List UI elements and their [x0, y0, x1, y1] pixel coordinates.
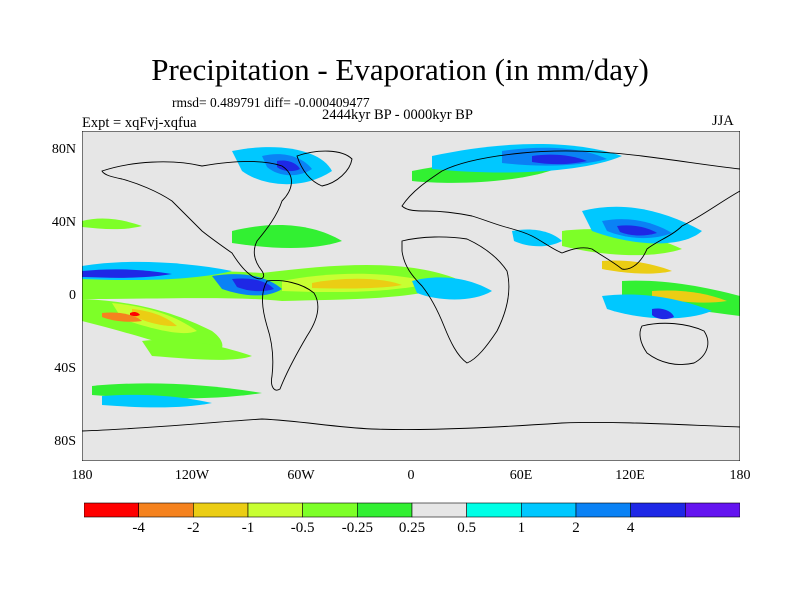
colorbar-label: -1 [241, 520, 255, 536]
anomaly-patch [132, 309, 177, 327]
lon-label: 180 [729, 468, 751, 483]
colorbar-swatch [466, 502, 522, 518]
anomaly-patch [652, 308, 674, 320]
experiment-label: Expt = xqFvj-xqfua [82, 115, 197, 131]
colorbar-swatch [302, 502, 358, 518]
anomaly-patch [102, 312, 142, 322]
colorbar-swatch [575, 502, 631, 518]
season-label: JJA [712, 113, 734, 129]
map-title: Precipitation - Evaporation (in mm/day) [151, 52, 649, 87]
anomaly-patch [602, 294, 712, 319]
colorbar [84, 502, 740, 518]
precip-evap-map [82, 131, 740, 461]
coastline-north-america [101, 161, 292, 280]
anomaly-patch [102, 394, 212, 408]
colorbar-swatch [247, 502, 303, 518]
colorbar-label: -2 [187, 520, 200, 536]
lat-label: 0 [69, 288, 76, 303]
lon-label: 180 [71, 468, 93, 483]
coastline-greenland [296, 150, 353, 187]
lon-label: 60W [287, 468, 315, 483]
lat-label: 80S [54, 434, 76, 449]
colorbar-label: 0.25 [398, 520, 426, 536]
anomaly-patch [82, 218, 142, 230]
colorbar-label: 1 [517, 520, 526, 536]
anomaly-patch [532, 154, 587, 165]
colorbar-swatch [357, 502, 413, 518]
anomaly-patch [277, 160, 300, 172]
lat-label: 40N [51, 215, 76, 230]
coastline-eurasia [401, 150, 740, 270]
colorbar-swatch [630, 502, 686, 518]
lat-label: 80N [51, 142, 76, 157]
lon-label: 120W [174, 468, 210, 483]
period-label: 2444kyr BP - 0000kyr BP [322, 107, 473, 123]
colorbar-swatch [84, 502, 139, 518]
coastlines [82, 150, 740, 432]
anomaly-patch [602, 260, 672, 274]
coastline-australia [639, 322, 709, 365]
stats-line: rmsd= 0.489791 diff= -0.000409477 [172, 95, 370, 110]
colorbar-label: -0.25 [341, 520, 373, 536]
colorbar-swatch [138, 502, 194, 518]
anomaly-patches [82, 143, 740, 408]
anomaly-patch [232, 225, 342, 248]
lat-label: 40S [54, 361, 76, 376]
anomaly-patch [512, 229, 562, 247]
anomaly-patch [92, 383, 262, 399]
colorbar-swatch [193, 502, 249, 518]
coastline-antarctica [82, 418, 740, 432]
anomaly-patch [617, 225, 657, 236]
anomaly-patch [130, 311, 140, 317]
colorbar-swatch [521, 502, 577, 518]
anomaly-patch [82, 269, 172, 278]
anomaly-patch [232, 278, 274, 292]
lon-label: 0 [407, 468, 415, 483]
anomaly-patch [312, 278, 402, 289]
coastline-africa [401, 236, 510, 364]
colorbar-label: -4 [132, 520, 145, 536]
colorbar-label: 2 [572, 520, 580, 536]
lon-label: 60E [509, 468, 533, 483]
anomaly-patch [412, 277, 492, 300]
colorbar-label: 4 [626, 520, 635, 536]
lon-label: 120E [615, 468, 645, 483]
coastline-south-america [262, 280, 319, 391]
colorbar-label: 0.5 [457, 520, 477, 536]
colorbar-label: -0.5 [290, 520, 315, 536]
colorbar-swatch [411, 502, 467, 518]
colorbar-swatch [685, 502, 740, 518]
anomaly-patch [142, 339, 252, 360]
